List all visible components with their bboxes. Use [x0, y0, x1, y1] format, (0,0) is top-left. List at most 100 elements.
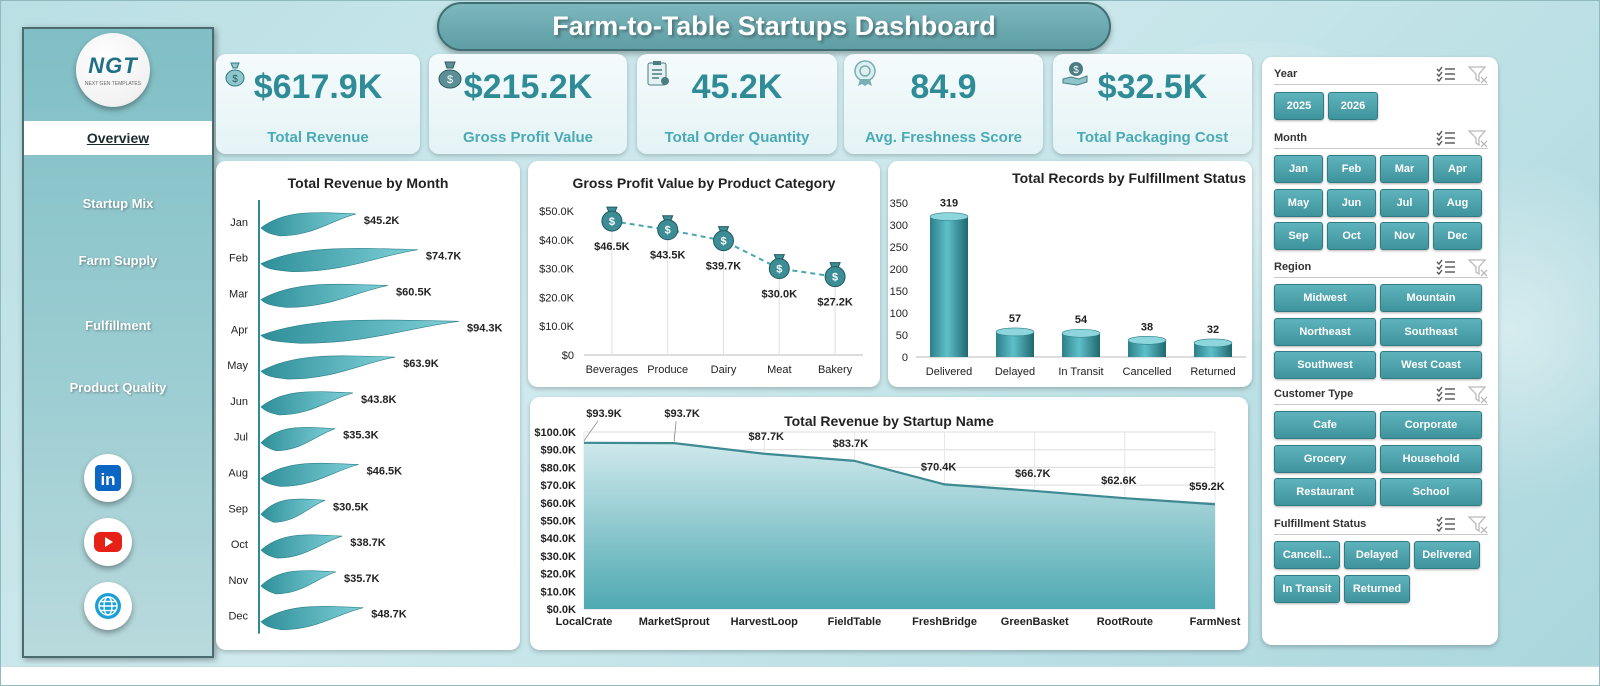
slicer-title: Fulfillment Status: [1274, 518, 1367, 530]
y-tick-label: 200: [890, 264, 908, 276]
slicer-button-month[interactable]: Dec: [1433, 222, 1482, 250]
revenue-month-bar: [260, 606, 364, 631]
slicer-button-month[interactable]: Apr: [1433, 155, 1482, 183]
kpi-card-freshness-score: 84.9 Avg. Freshness Score: [844, 54, 1043, 154]
nav-item-fulfillment[interactable]: Fulfillment: [85, 317, 151, 333]
clear-filter-icon[interactable]: [1467, 259, 1488, 282]
svg-text:$: $: [720, 236, 726, 248]
slicer-button-fulfillment-status[interactable]: Delayed: [1344, 541, 1410, 569]
x-tick-label: Delayed: [995, 366, 1035, 378]
slicer-button-month[interactable]: May: [1274, 188, 1323, 217]
slicer-button-fulfillment-status[interactable]: Cancell...: [1274, 541, 1340, 569]
slicer-button-year[interactable]: 2025: [1274, 92, 1324, 120]
chart-title: Total Records by Fulfillment Status: [1012, 170, 1246, 186]
dashboard-title-banner: Farm-to-Table Startups Dashboard: [437, 2, 1111, 51]
slicer-button-month[interactable]: Jan: [1274, 155, 1323, 183]
revenue-area-line: [583, 441, 1216, 506]
y-tick-label: $40.0K: [539, 235, 575, 247]
slicer-button-customer-type[interactable]: Grocery: [1274, 444, 1376, 473]
slicer-button-customer-type[interactable]: Restaurant: [1274, 478, 1376, 506]
slicer-button-region[interactable]: Northeast: [1274, 317, 1376, 346]
y-tick-label: 350: [890, 198, 908, 210]
slicer-button-month[interactable]: Feb: [1327, 155, 1376, 183]
bar-data-label: 54: [1075, 314, 1088, 326]
svg-text:$: $: [609, 216, 615, 228]
multi-select-icon[interactable]: [1436, 66, 1456, 87]
slicer-button-month[interactable]: Jun: [1327, 188, 1376, 217]
slicer-button-customer-type[interactable]: Cafe: [1274, 411, 1376, 439]
slicer-header-month: Month: [1274, 129, 1488, 149]
month-tick-label: Sep: [228, 503, 248, 515]
point-data-label: $83.7K: [833, 438, 869, 450]
clear-filter-icon[interactable]: [1467, 386, 1488, 409]
status-bar: [1127, 335, 1167, 357]
slicer-header-fulfillment-status: Fulfillment Status: [1274, 515, 1488, 535]
slicer-button-fulfillment-status[interactable]: In Transit: [1274, 574, 1340, 603]
y-tick-label: 50: [896, 330, 908, 342]
multi-select-icon[interactable]: [1436, 386, 1456, 407]
revenue-month-bar: [260, 248, 418, 273]
clear-filter-icon[interactable]: [1467, 130, 1488, 153]
x-tick-label: FreshBridge: [912, 616, 977, 628]
x-tick-label: Delivered: [926, 366, 972, 378]
slicer-button-month[interactable]: Oct: [1327, 222, 1376, 250]
y-tick-label: $10.0K: [541, 586, 577, 598]
clear-filter-icon[interactable]: [1467, 516, 1488, 539]
svg-text:$: $: [447, 74, 453, 86]
slicer-button-region[interactable]: Midwest: [1274, 284, 1376, 312]
slicer-button-customer-type[interactable]: Household: [1380, 444, 1482, 473]
month-tick-label: Jul: [234, 432, 248, 444]
slicer-button-customer-type[interactable]: Corporate: [1380, 411, 1482, 439]
slicer-button-month[interactable]: Jul: [1380, 188, 1429, 217]
clear-filter-icon[interactable]: [1467, 66, 1488, 89]
x-tick-label: Dairy: [711, 364, 737, 376]
svg-text:$: $: [665, 225, 671, 237]
point-data-label: $59.2K: [1189, 481, 1225, 493]
revenue-month-bar: [260, 498, 326, 523]
slicer-button-month[interactable]: Sep: [1274, 222, 1323, 250]
nav-item-overview[interactable]: Overview: [24, 121, 212, 155]
linkedin-icon[interactable]: in: [84, 454, 132, 502]
y-tick-label: 300: [890, 220, 908, 232]
kpi-card-gross-profit: $ $215.2K Gross Profit Value: [429, 54, 627, 154]
slicer-button-month[interactable]: Aug: [1433, 188, 1482, 217]
month-tick-label: Jun: [230, 396, 248, 408]
globe-icon[interactable]: [84, 582, 132, 630]
month-tick-label: Feb: [229, 253, 248, 265]
slicer-button-region[interactable]: Southwest: [1274, 351, 1376, 379]
nav-item-startup-mix[interactable]: Startup Mix: [82, 195, 154, 211]
slicer-button-fulfillment-status[interactable]: Delivered: [1414, 541, 1480, 569]
money-bag-marker: $: [768, 254, 790, 280]
slicer-button-month[interactable]: Mar: [1380, 155, 1429, 183]
slicer-button-region[interactable]: Southeast: [1380, 317, 1482, 346]
slicer-button-fulfillment-status[interactable]: Returned: [1344, 574, 1410, 603]
slicer-button-customer-type[interactable]: School: [1380, 478, 1482, 506]
point-data-label: $39.7K: [706, 261, 742, 273]
bar-data-label: $48.7K: [371, 609, 407, 621]
money-bag-marker: $: [601, 206, 623, 232]
gross-profit-chart: $0 $10.0K $20.0K $30.0K $40.0K $50.0K Beverage…: [539, 206, 863, 376]
x-tick-label: Bakery: [818, 364, 853, 376]
nav-item-product-quality[interactable]: Product Quality: [69, 379, 167, 395]
nav-item-farm-supply[interactable]: Farm Supply: [78, 252, 158, 268]
badge-icon: [852, 59, 878, 92]
slicer-button-month[interactable]: Nov: [1380, 222, 1429, 250]
point-data-label: $27.2K: [817, 297, 853, 309]
company-logo: NGT NEXT GEN TEMPLATES: [76, 33, 150, 107]
kpi-value: $32.5K: [1097, 68, 1208, 106]
multi-select-icon[interactable]: [1436, 259, 1456, 280]
youtube-icon[interactable]: [84, 518, 132, 566]
bar-data-label: 38: [1141, 321, 1153, 333]
slicer-title: Month: [1274, 132, 1307, 144]
multi-select-icon[interactable]: [1436, 516, 1456, 537]
svg-text:in: in: [100, 470, 115, 489]
slicer-button-region[interactable]: Mountain: [1380, 284, 1482, 312]
svg-text:$: $: [832, 272, 838, 284]
kpi-label: Total Revenue: [267, 129, 369, 146]
slicer-button-region[interactable]: West Coast: [1380, 351, 1482, 379]
x-tick-label: Produce: [647, 364, 688, 376]
multi-select-icon[interactable]: [1436, 130, 1456, 151]
page-title: Farm-to-Table Startups Dashboard: [552, 11, 996, 41]
y-tick-label: $40.0K: [541, 533, 577, 545]
slicer-button-year[interactable]: 2026: [1328, 92, 1378, 120]
